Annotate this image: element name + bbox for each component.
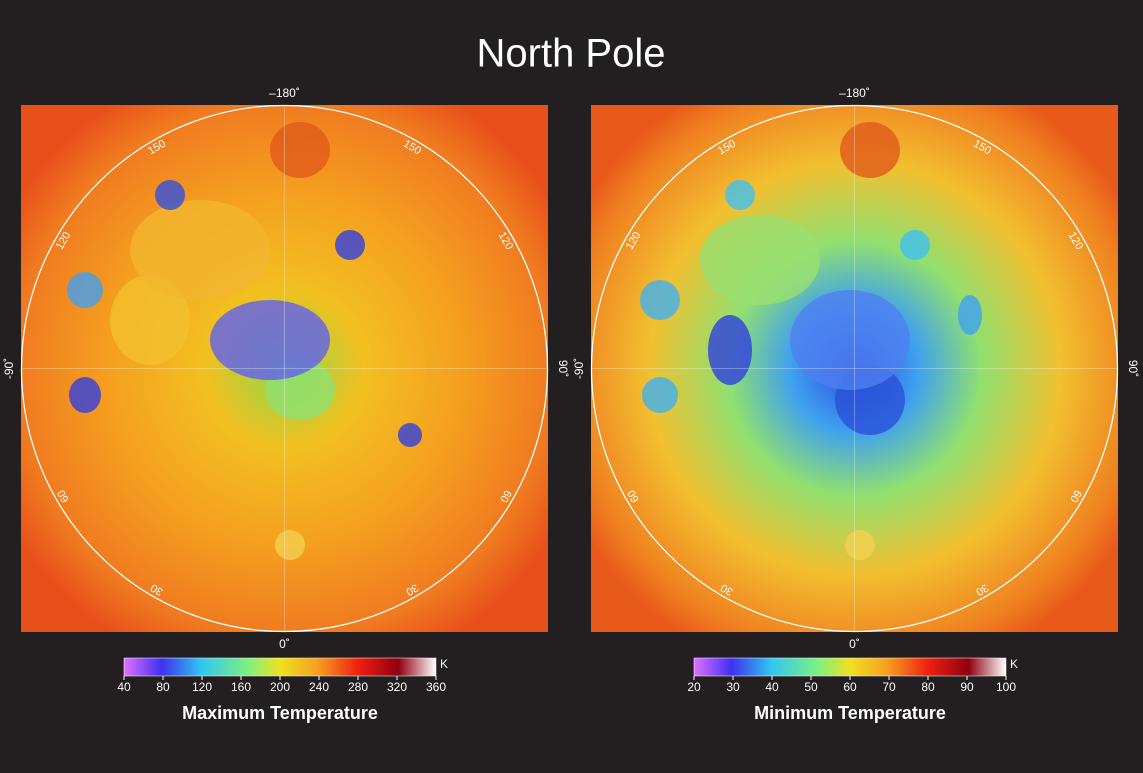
ring-label: 60 [497,488,514,505]
ring-label: 60 [55,488,72,505]
longitude-label: 0˚ [279,637,290,651]
latitude-ring [590,104,1119,633]
colorbar-tick-label: 30 [726,680,740,694]
map-region [270,122,330,178]
colorbar-tick-label: 80 [921,680,935,694]
colorbar-tick-label: 70 [882,680,896,694]
longitude-label: -90˚ [2,358,16,379]
longitude-label: -90˚ [572,358,586,379]
colorbar-tick-label: 40 [765,680,779,694]
colorbar-tick-label: 50 [804,680,818,694]
map-region [642,377,678,413]
colorbar [693,657,1007,677]
latitude-ring [20,104,549,633]
title: North Pole [477,32,666,76]
colorbar-tick-label: 360 [426,680,446,694]
map-region [130,200,270,300]
map-region [958,295,982,335]
colorbar-label: Maximum Temperature [182,703,378,723]
colorbar-tick-label: 160 [231,680,251,694]
map-region [900,230,930,260]
map-region [840,122,900,178]
colorbar-tick-label: 40 [117,680,131,694]
map-region [335,230,365,260]
map-region [845,530,875,560]
colorbar-tick-label: 20 [687,680,701,694]
colorbar-tick-label: 60 [843,680,857,694]
ring-label: 30 [719,581,736,598]
colorbar-tick-label: 100 [996,680,1016,694]
colorbar-tick-label: 240 [309,680,329,694]
longitude-label: –180˚ [269,86,300,100]
ring-label: 60 [625,488,642,505]
ring-label: 30 [149,581,166,598]
colorbar-unit: K [1010,657,1018,671]
map-region [210,300,330,380]
colorbar-tick-label: 80 [156,680,170,694]
colorbar-label: Minimum Temperature [754,703,946,723]
longitude-label: 90˚ [1126,360,1140,377]
colorbar-tick-label: 200 [270,680,290,694]
colorbar-tick-label: 120 [192,680,212,694]
map-region [708,315,752,385]
map-region [700,215,820,305]
longitude-label: –180˚ [839,86,870,100]
colorbar-tick-label: 320 [387,680,407,694]
ring-label: 60 [1067,488,1084,505]
colorbar [123,657,437,677]
longitude-label: 90˚ [556,360,570,377]
map-region [69,377,101,413]
map-region [790,290,910,390]
colorbar-tick-label: 280 [348,680,368,694]
map-region [155,180,185,210]
map-region [725,180,755,210]
map-region [640,280,680,320]
colorbar-tick-label: 90 [960,680,974,694]
map-region [110,275,190,365]
ring-label: 30 [404,581,421,598]
longitude-label: 0˚ [849,637,860,651]
colorbar-unit: K [440,657,448,671]
ring-label: 30 [974,581,991,598]
map-region [67,272,103,308]
map-region [275,530,305,560]
map-region [398,423,422,447]
